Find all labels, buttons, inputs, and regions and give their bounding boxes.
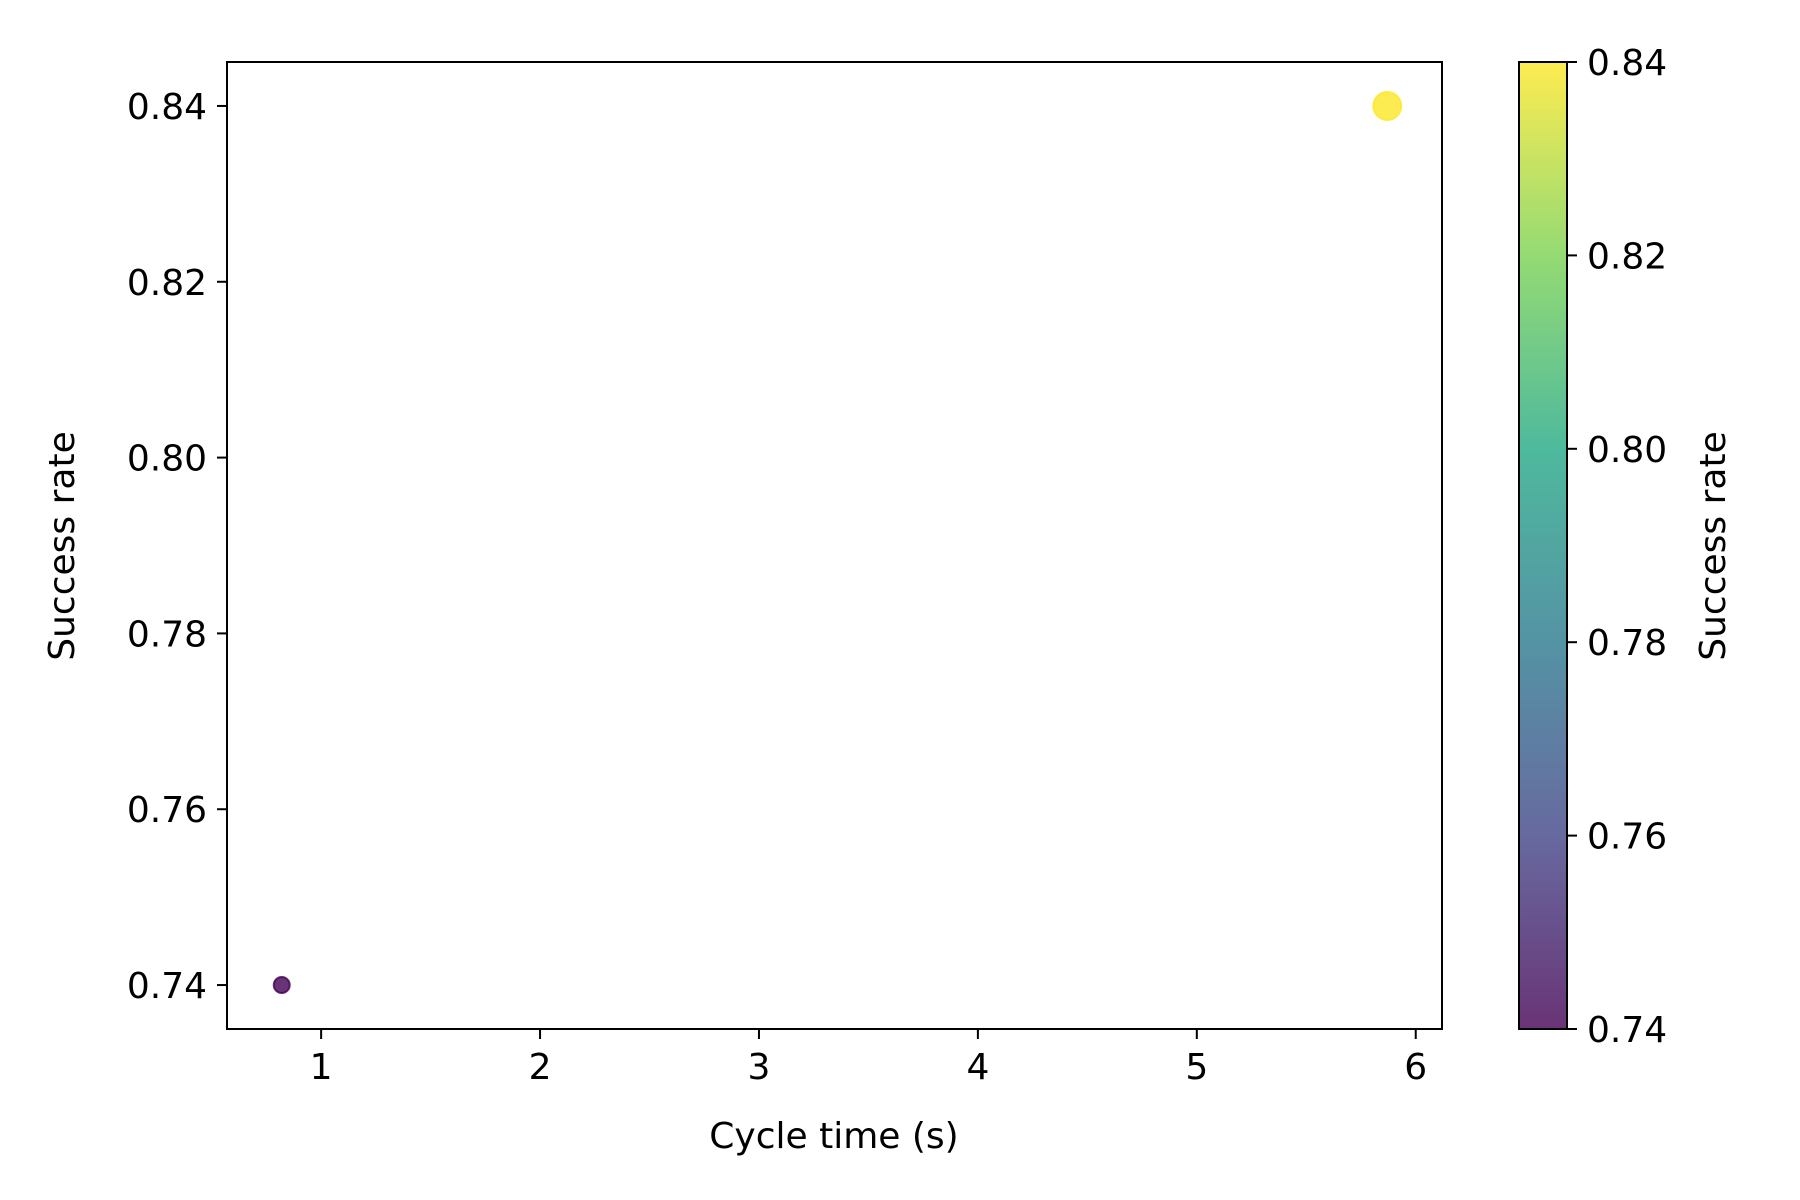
x-tick-label: 6 [1404, 1047, 1427, 1088]
scatter-point [1372, 90, 1403, 121]
y-axis-ticks: 0.74 0.76 0.78 0.80 0.82 0.84 [127, 87, 227, 1007]
colorbar-tick-label: 0.84 [1587, 43, 1667, 84]
x-axis-label: Cycle time (s) [709, 1116, 958, 1157]
colorbar-tick-label: 0.74 [1587, 1010, 1667, 1051]
colorbar-tick-label: 0.82 [1587, 236, 1667, 277]
x-tick-label: 2 [529, 1047, 552, 1088]
colorbar-gradient [1519, 62, 1567, 1029]
colorbar-frame [1518, 61, 1568, 1030]
x-axis-ticks: 1 2 3 4 5 6 [310, 1029, 1427, 1088]
x-tick-label: 5 [1185, 1047, 1208, 1088]
colorbar-label: Success rate [1693, 431, 1734, 660]
y-tick-label: 0.76 [127, 790, 207, 831]
y-tick-label: 0.84 [127, 87, 207, 128]
y-tick-label: 0.78 [127, 614, 207, 655]
y-tick-label: 0.74 [127, 966, 207, 1007]
scatter-point [272, 976, 291, 995]
colorbar-tick-label: 0.78 [1587, 623, 1667, 664]
x-tick-label: 1 [310, 1047, 333, 1088]
x-tick-label: 4 [966, 1047, 989, 1088]
x-tick-label: 3 [748, 1047, 771, 1088]
plot-frame [226, 61, 1443, 1030]
colorbar-tick-label: 0.76 [1587, 817, 1667, 858]
y-tick-label: 0.80 [127, 439, 207, 480]
scatter-points [272, 90, 1403, 995]
colorbar-tick-label: 0.80 [1587, 430, 1667, 471]
y-tick-label: 0.82 [127, 263, 207, 304]
y-axis-label: Success rate [42, 431, 83, 660]
plot-area [227, 62, 1442, 1029]
colorbar-ticks: 0.74 0.76 0.78 0.80 0.82 0.84 [1567, 43, 1667, 1051]
